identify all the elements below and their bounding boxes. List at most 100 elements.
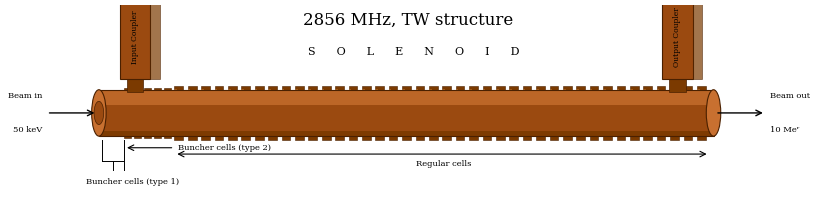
Bar xyxy=(563,86,572,140)
Bar xyxy=(415,89,419,105)
Bar xyxy=(563,89,566,105)
Bar xyxy=(496,86,505,140)
Bar xyxy=(295,89,297,105)
Bar xyxy=(684,89,686,105)
Text: Beam in: Beam in xyxy=(8,92,43,100)
Bar xyxy=(124,90,126,108)
Bar xyxy=(442,89,445,105)
Bar xyxy=(657,86,665,140)
Bar xyxy=(697,89,699,105)
Bar xyxy=(603,86,612,140)
Text: S      O      L      E      N      O      I      D: S O L E N O I D xyxy=(309,47,520,57)
Bar xyxy=(697,86,706,140)
Bar xyxy=(134,90,136,108)
Bar xyxy=(577,89,579,105)
Bar xyxy=(174,86,183,140)
Bar xyxy=(215,89,217,105)
Bar xyxy=(99,90,713,136)
Bar xyxy=(469,89,472,105)
Bar xyxy=(509,89,512,105)
Bar xyxy=(242,86,250,140)
Bar xyxy=(134,88,141,138)
Ellipse shape xyxy=(94,101,104,125)
Bar xyxy=(662,0,693,79)
Bar xyxy=(550,86,559,140)
Bar xyxy=(228,86,237,140)
Bar xyxy=(110,97,115,128)
Bar xyxy=(669,79,686,92)
Bar xyxy=(375,86,384,140)
Bar xyxy=(402,86,411,140)
Bar xyxy=(102,100,107,126)
Bar xyxy=(630,86,639,140)
Bar xyxy=(188,86,197,140)
Bar xyxy=(144,90,147,108)
Bar xyxy=(429,89,432,105)
Bar xyxy=(165,90,166,108)
Bar xyxy=(617,86,625,140)
Text: Buncher cells (type 1): Buncher cells (type 1) xyxy=(86,178,179,186)
Bar xyxy=(188,89,191,105)
Bar xyxy=(309,86,317,140)
Bar xyxy=(455,86,464,140)
Bar xyxy=(482,89,485,105)
Bar xyxy=(603,89,606,105)
Bar xyxy=(590,86,599,140)
Bar xyxy=(110,99,111,110)
Text: Buncher cells (type 2): Buncher cells (type 2) xyxy=(179,144,271,152)
Bar xyxy=(362,89,364,105)
Bar xyxy=(269,86,277,140)
Bar xyxy=(99,90,713,105)
Bar xyxy=(127,79,143,92)
Bar xyxy=(335,86,344,140)
Bar xyxy=(670,89,672,105)
Bar xyxy=(429,86,437,140)
Bar xyxy=(402,89,405,105)
FancyBboxPatch shape xyxy=(151,0,160,79)
Bar xyxy=(201,89,204,105)
Bar xyxy=(269,89,271,105)
Ellipse shape xyxy=(92,90,106,136)
Bar xyxy=(201,86,210,140)
Bar xyxy=(684,86,692,140)
Bar xyxy=(455,89,459,105)
Text: 2856 MHz, TW structure: 2856 MHz, TW structure xyxy=(303,12,514,29)
Bar xyxy=(630,89,632,105)
Ellipse shape xyxy=(706,90,721,136)
Bar xyxy=(442,86,451,140)
Bar xyxy=(362,86,371,140)
Bar xyxy=(482,86,491,140)
Bar xyxy=(117,96,118,109)
Bar xyxy=(550,89,552,105)
Bar xyxy=(255,86,264,140)
Bar xyxy=(590,89,592,105)
Bar xyxy=(154,90,156,108)
Bar xyxy=(242,89,244,105)
Bar xyxy=(389,89,391,105)
Bar xyxy=(322,86,331,140)
Text: Regular cells: Regular cells xyxy=(416,160,472,168)
Bar xyxy=(120,0,151,79)
Bar xyxy=(282,86,290,140)
Bar xyxy=(117,95,122,131)
Bar xyxy=(643,89,646,105)
Bar xyxy=(415,86,424,140)
Bar xyxy=(617,89,619,105)
Bar xyxy=(228,89,231,105)
Bar xyxy=(536,86,545,140)
Bar xyxy=(349,89,351,105)
Bar xyxy=(102,101,103,110)
Bar xyxy=(349,86,357,140)
Bar xyxy=(295,86,304,140)
Text: Beam out: Beam out xyxy=(770,92,810,100)
Bar xyxy=(670,86,679,140)
Bar xyxy=(335,89,337,105)
Text: 10 Meʳ: 10 Meʳ xyxy=(770,126,799,134)
Bar xyxy=(154,88,161,138)
Bar xyxy=(523,86,532,140)
Bar xyxy=(496,89,499,105)
Bar xyxy=(99,90,713,136)
Bar xyxy=(523,89,525,105)
Bar xyxy=(255,89,257,105)
Bar xyxy=(657,89,659,105)
